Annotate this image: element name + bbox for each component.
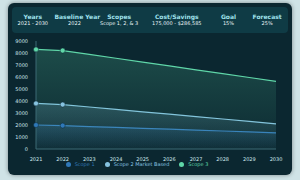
html-text:Cost/Savings: Cost/Savings (155, 12, 199, 20)
svg-text:8000: 8000 (15, 50, 28, 56)
html-text:15%: 15% (222, 19, 234, 26)
svg-text:4000: 4000 (15, 98, 28, 104)
svg-text:9000: 9000 (15, 38, 28, 44)
html-text:Baseline Year: Baseline Year (54, 12, 101, 20)
svg-text:2027: 2027 (190, 156, 203, 162)
svg-text:0: 0 (25, 146, 28, 152)
svg-text:6000: 6000 (15, 74, 28, 80)
html-text:Scope 3: Scope 3 (188, 161, 209, 167)
svg-text:7000: 7000 (15, 62, 28, 68)
svg-text:2000: 2000 (15, 122, 28, 128)
svg-text:1000: 1000 (15, 134, 28, 140)
html-text:2021 - 2030: 2021 - 2030 (17, 19, 48, 26)
html-text:Scope 1, 2, & 3: Scope 1, 2, & 3 (100, 19, 139, 26)
svg-text:2030: 2030 (270, 156, 283, 162)
html-text:Years: Years (23, 12, 42, 20)
svg-text:2023: 2023 (83, 156, 96, 162)
html-text:Scope 1: Scope 1 (74, 161, 95, 167)
svg-text:3000: 3000 (15, 110, 28, 116)
svg-text:2028: 2028 (216, 156, 229, 162)
html-text:Scope 2 Market Based: Scope 2 Market Based (113, 161, 170, 167)
svg-text:5000: 5000 (15, 86, 28, 92)
svg-text:2026: 2026 (163, 156, 176, 162)
svg-text:2029: 2029 (243, 156, 256, 162)
html-text:Goal: Goal (220, 12, 236, 20)
svg-text:2024: 2024 (110, 156, 123, 162)
svg-text:2022: 2022 (56, 156, 69, 162)
svg-text:2021: 2021 (30, 156, 43, 162)
html-text:2022: 2022 (68, 19, 81, 26)
html-text:Scopes: Scopes (107, 12, 132, 20)
html-text:25%: 25% (261, 19, 273, 26)
svg-text:2025: 2025 (136, 156, 149, 162)
html-text:175,000 - $286,585: 175,000 - $286,585 (152, 19, 202, 26)
html-text:Forecast: Forecast (252, 12, 282, 20)
